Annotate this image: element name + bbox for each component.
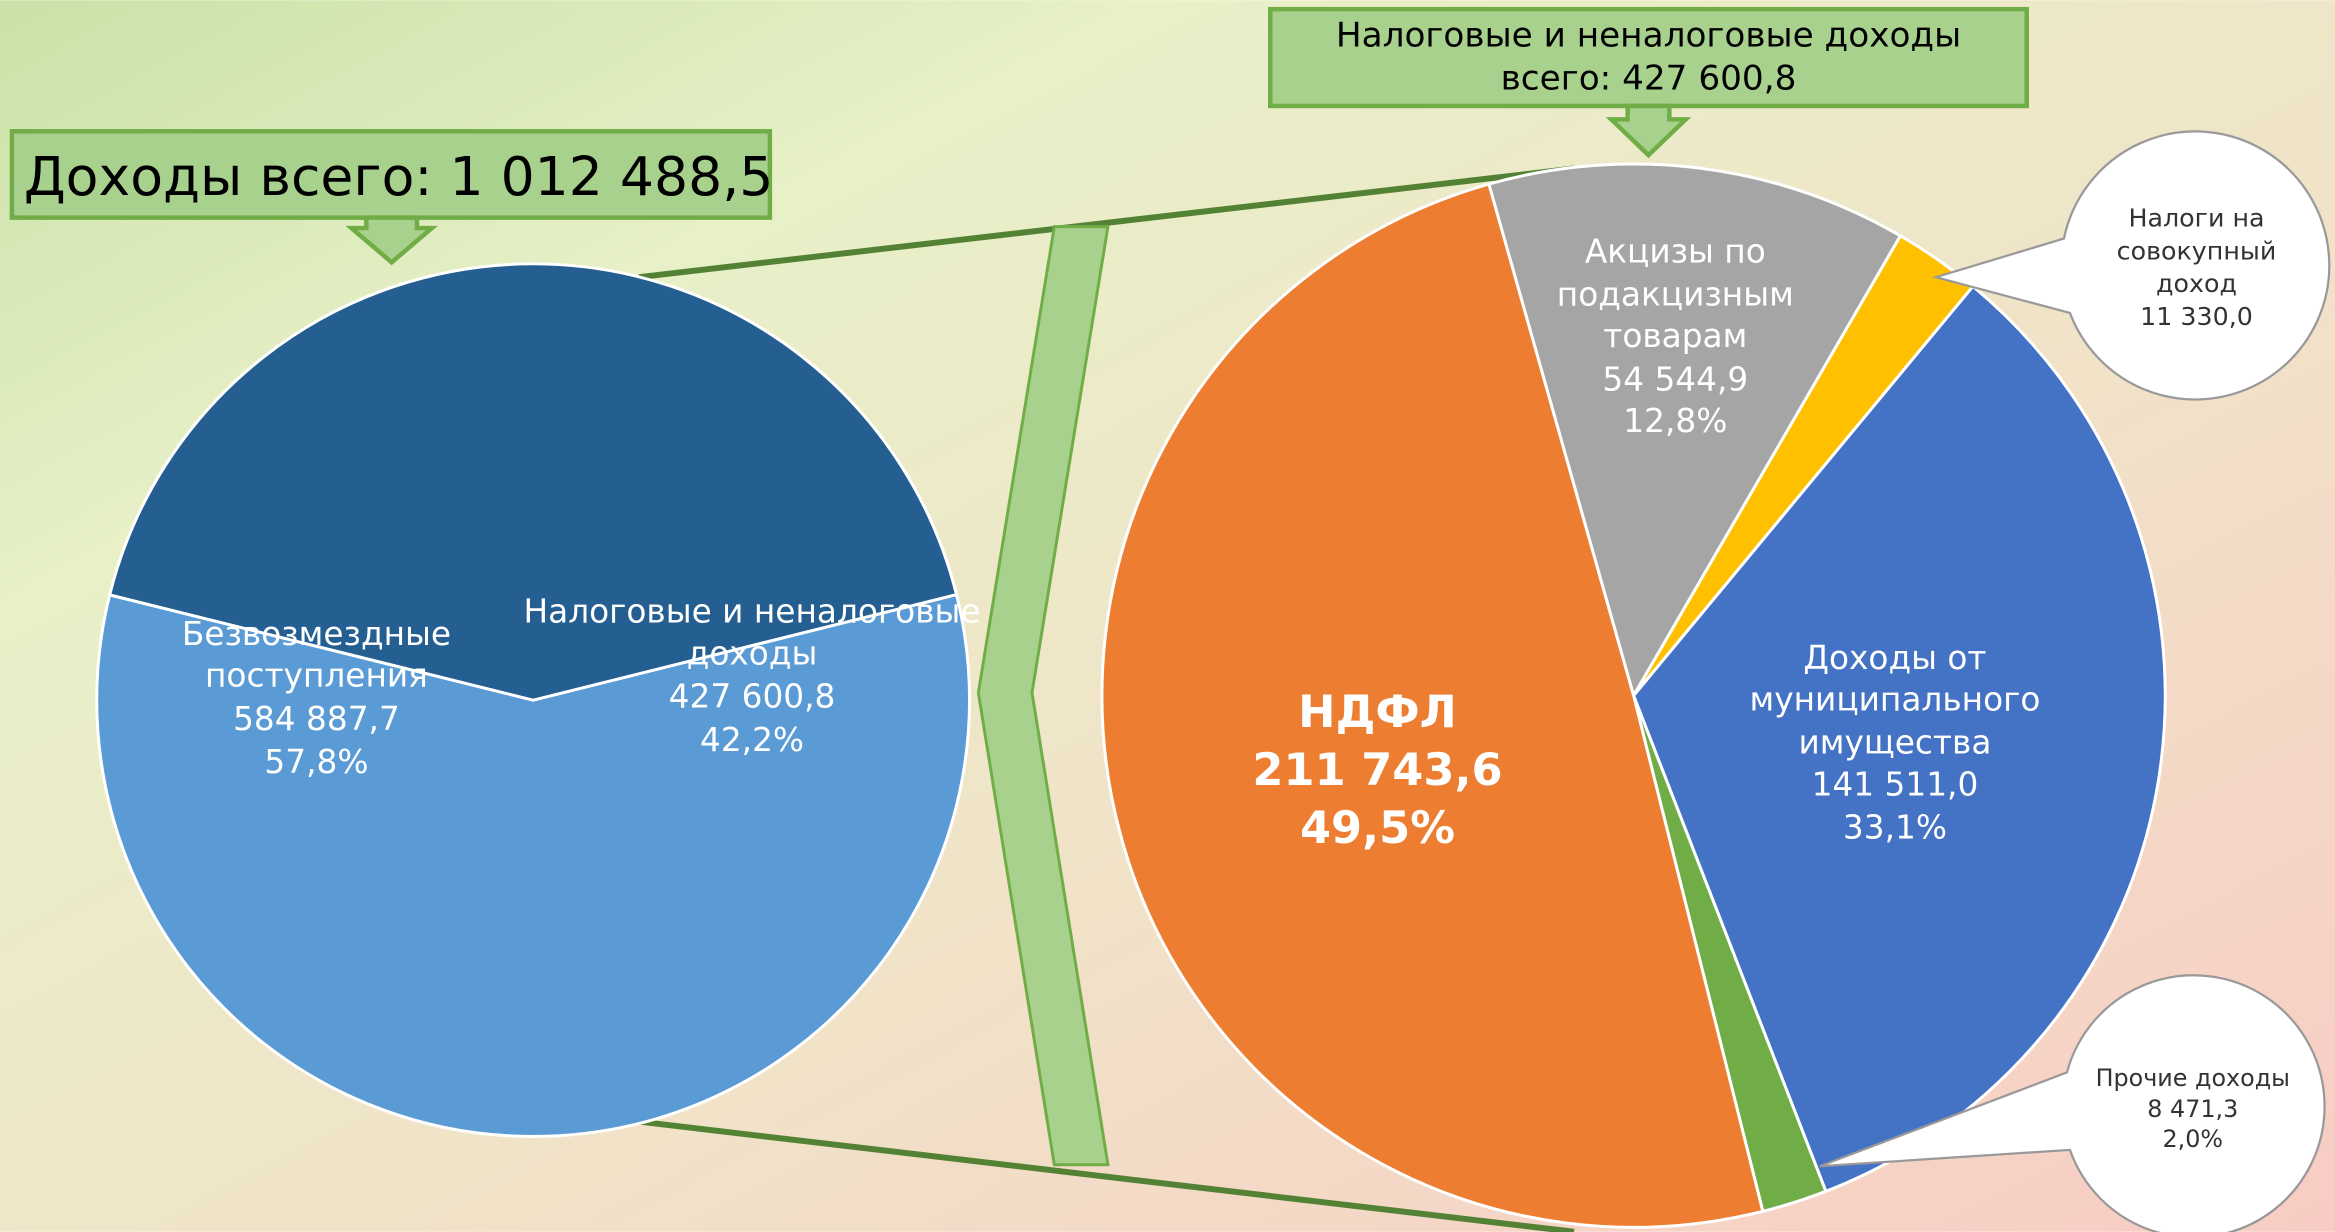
- arrow: [1605, 103, 1692, 159]
- pie-slice: [95, 592, 971, 1138]
- tax-title-wrap: Налоговые и неналоговые доходы всего: 42…: [1335, 16, 1962, 98]
- percent-label: 42,2%: [699, 721, 805, 760]
- category-label: Безвозмездные поступления: [181, 616, 452, 697]
- slice-label-wrap: Налоговые и неналоговые доходы 427 600,8 4…: [506, 566, 997, 789]
- value-label: 54 544,9: [1602, 361, 1749, 400]
- value-label: 11 330,0: [2140, 302, 2253, 333]
- arrow: [345, 215, 438, 266]
- callout: [1819, 974, 2326, 1232]
- value-label: 427 600,8: [668, 679, 836, 717]
- slice-label: Доходы от муниципального имущества 141 51…: [1713, 611, 2078, 879]
- slice-label-wrap: Безвозмездные поступления 584 887,7 57,8%: [141, 588, 491, 811]
- connector: [638, 165, 1575, 281]
- connector: [638, 1118, 1575, 1232]
- value-label: 141 511,0: [1811, 767, 1979, 805]
- pie-slice: [1100, 182, 1765, 1229]
- category-label: Налоги на совокупный доход: [2116, 203, 2277, 300]
- slice-label: Прочие доходы 8 471,3 2,0%: [2085, 1028, 2301, 1192]
- title-box: [9, 129, 773, 220]
- slice-label: Акцизы по подакцизным товарам 54 544,9 12,…: [1504, 209, 1847, 470]
- slice-label-wrap: Акцизы по подакцизным товарам 54 544,9 12,…: [1504, 209, 1847, 470]
- percent-label: 57,8%: [264, 744, 369, 782]
- category-label: Налоговые и неналоговые доходы: [523, 594, 981, 674]
- slice-label: Безвозмездные поступления 584 887,7 57,8%: [141, 588, 491, 811]
- total-title: Доходы всего: 1 012 488,5: [24, 145, 774, 208]
- category-label: Доходы от муниципального имущества: [1749, 639, 2041, 763]
- bracket: [976, 225, 1110, 1167]
- value-label: 211 743,6: [1252, 744, 1503, 797]
- value-label: 8 471,3: [2147, 1094, 2239, 1123]
- labels: Безвозмездные поступления 584 887,7 57,8% Н…: [141, 186, 2301, 1192]
- slice-label: НДФЛ 211 743,6 49,5%: [1191, 663, 1563, 879]
- pie-slice: [107, 262, 959, 702]
- percent-label: 12,8%: [1623, 404, 1728, 442]
- percent-label: 2,0%: [2162, 1125, 2224, 1154]
- tax-title: Налоговые и неналоговые доходы всего: 42…: [1335, 16, 1962, 98]
- slice-label: Налоги на совокупный доход 11 330,0: [2092, 186, 2300, 350]
- pies: [95, 162, 2167, 1229]
- callout: [1931, 130, 2331, 401]
- value-label: 584 887,7: [233, 701, 400, 739]
- percent-label: 49,5%: [1299, 802, 1455, 856]
- category-label: НДФЛ: [1298, 686, 1457, 739]
- slice-label-wrap: Доходы от муниципального имущества 141 51…: [1713, 611, 2078, 879]
- category-label: Прочие доходы: [2095, 1063, 2290, 1092]
- category-label: Акцизы по подакцизным товарам: [1556, 234, 1794, 357]
- slice-label: Налоговые и неналоговые доходы 427 600,8 4…: [506, 566, 997, 789]
- percent-label: 33,1%: [1842, 810, 1947, 848]
- pie-slice: [1487, 162, 1903, 700]
